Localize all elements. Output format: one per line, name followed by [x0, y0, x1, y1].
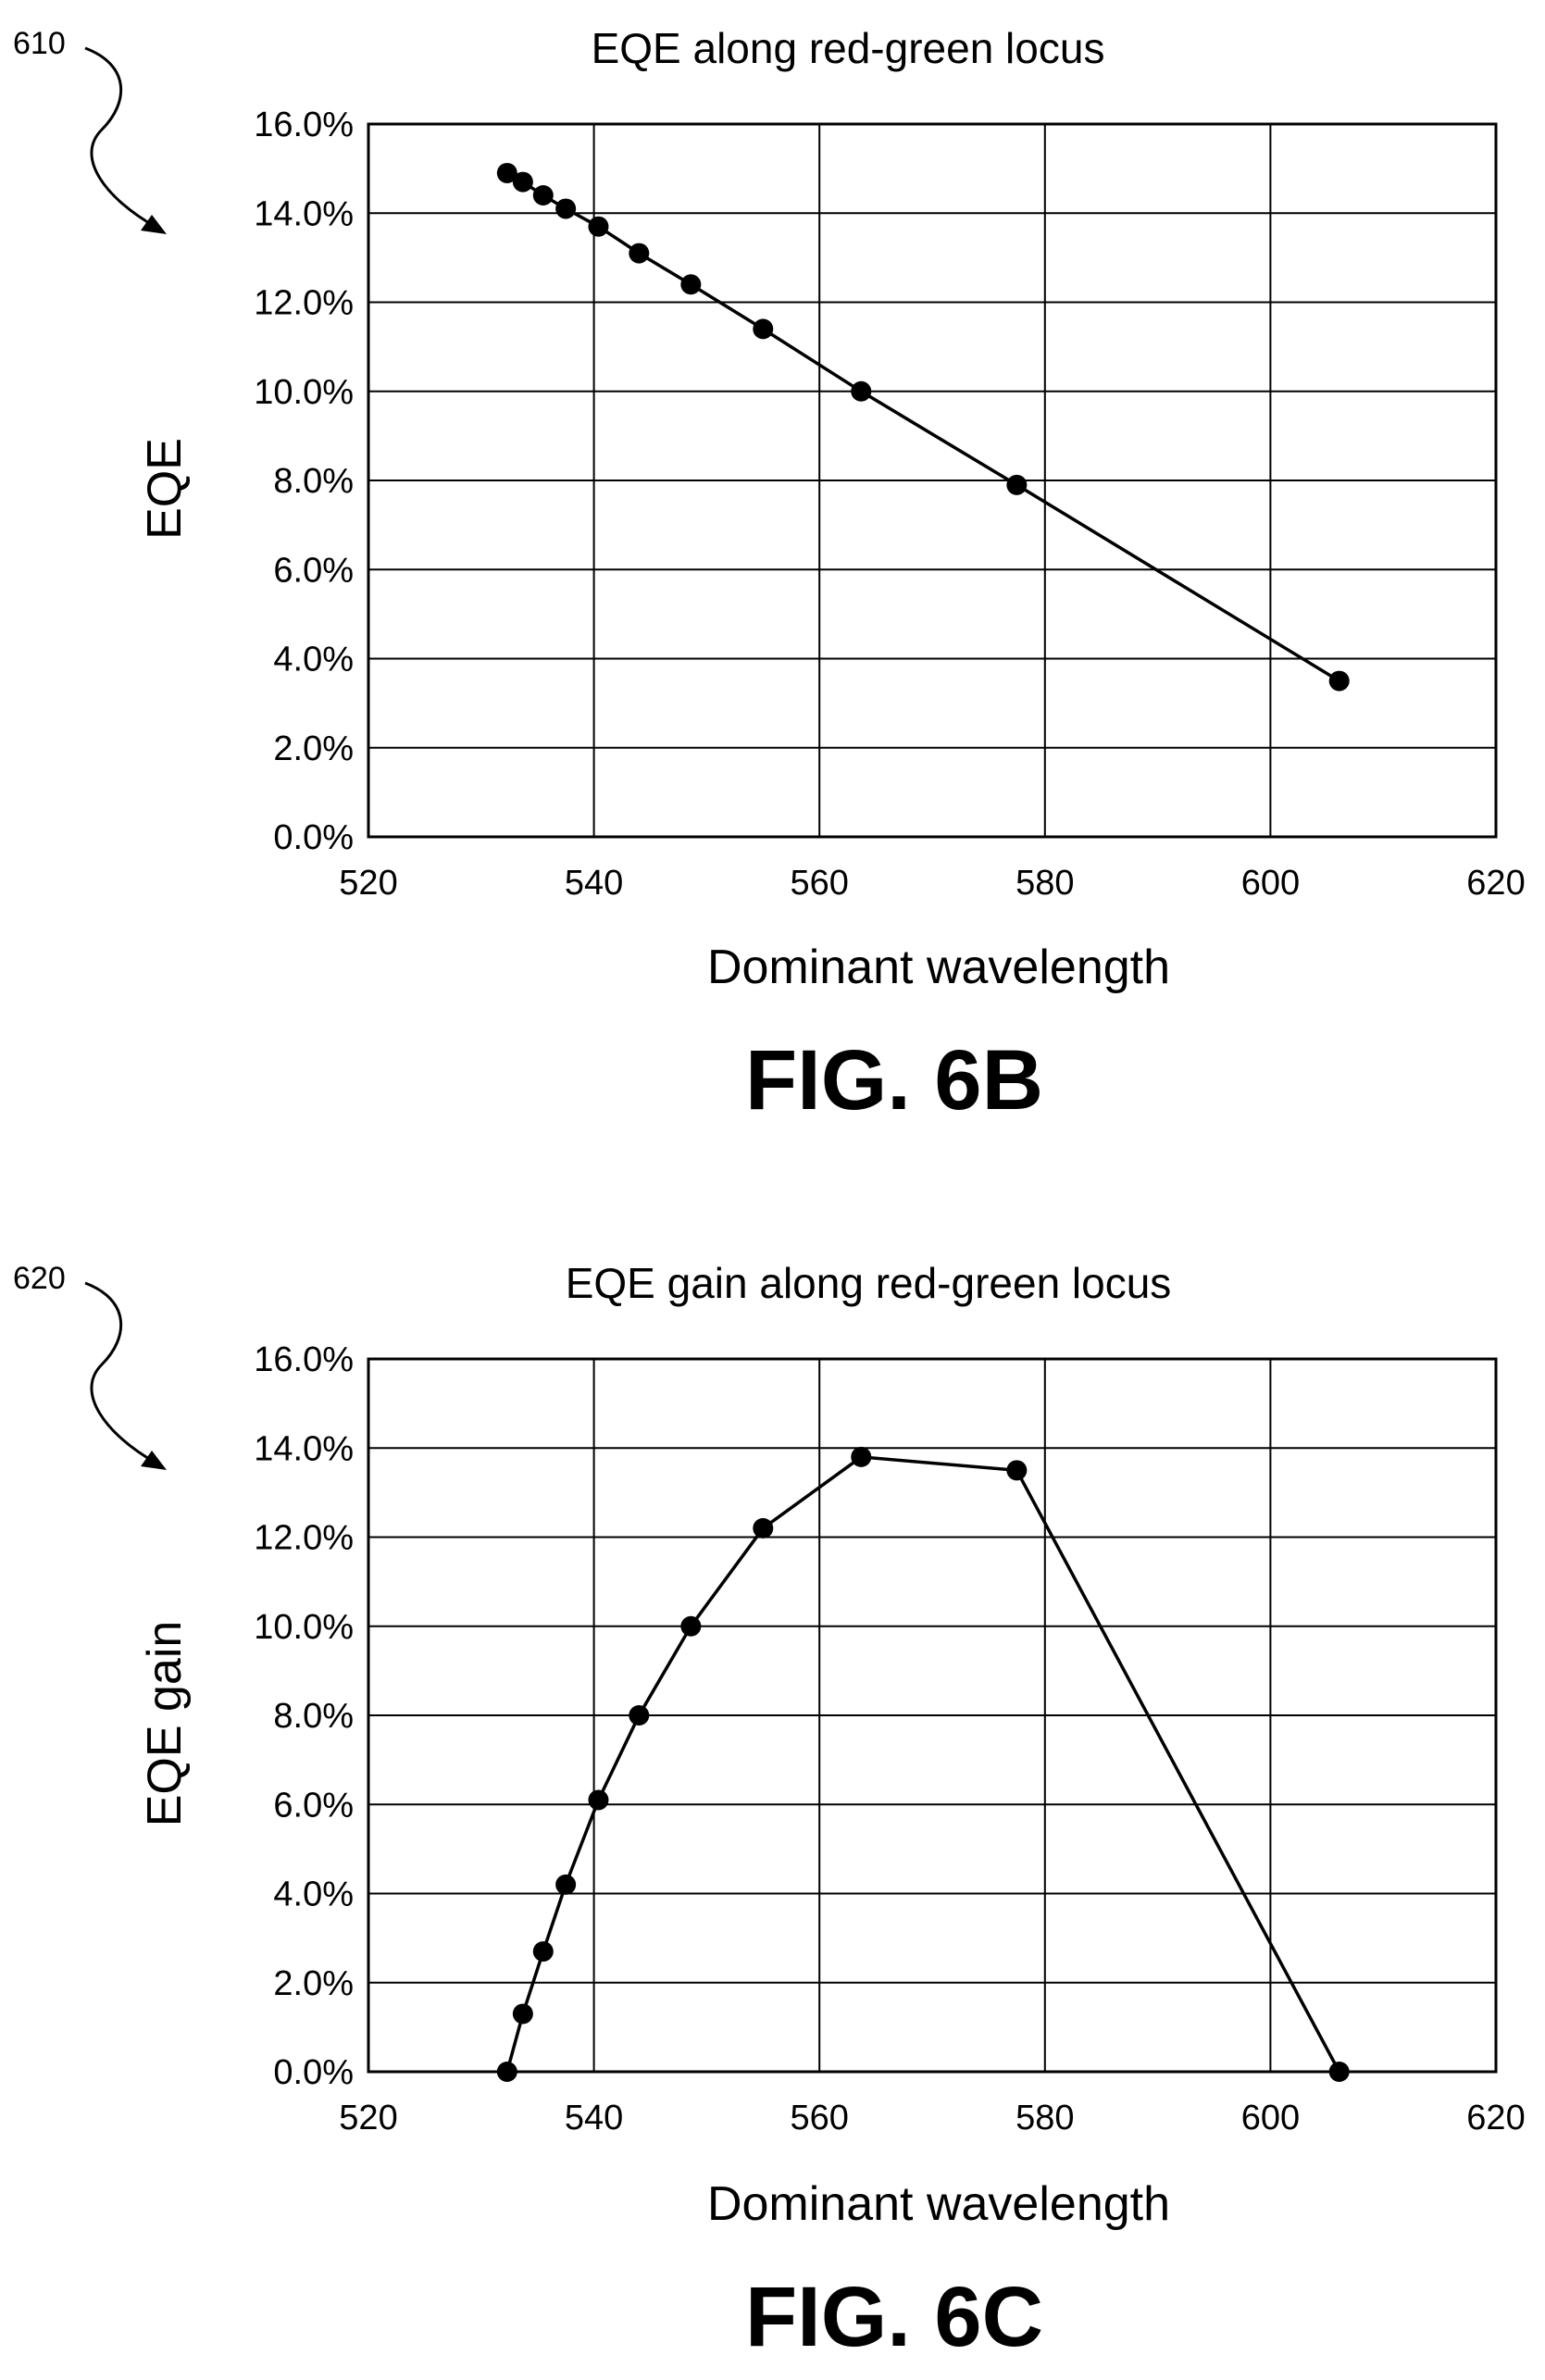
- grid-lines: [368, 1359, 1496, 2072]
- data-point: [851, 1446, 872, 1467]
- reference-arrowhead-610: [141, 215, 167, 234]
- y-tick-label: 6.0%: [273, 551, 354, 590]
- y-tick-label: 14.0%: [254, 1429, 354, 1468]
- eqe-gain-chart: 620 EQE gain along red-green locus EQE g…: [13, 1259, 1526, 2364]
- reference-numeral-620: 620: [13, 1261, 66, 1296]
- data-point: [1006, 474, 1028, 495]
- y-tick-label: 2.0%: [273, 1964, 354, 2003]
- reference-numeral-610: 610: [13, 26, 66, 61]
- y-tick-label: 16.0%: [254, 106, 354, 144]
- data-points: [496, 1446, 1350, 2082]
- reference-arrow-620: [84, 1281, 156, 1464]
- y-axis-label: EQE: [138, 438, 192, 540]
- data-point: [588, 1789, 609, 1811]
- grid-lines: [368, 124, 1496, 837]
- x-tick-label: 600: [1241, 864, 1300, 903]
- y-tick-label: 6.0%: [273, 1786, 354, 1825]
- data-point: [1328, 2062, 1350, 2082]
- data-point: [555, 198, 577, 219]
- data-point: [1006, 1460, 1028, 1481]
- data-point: [629, 1705, 650, 1726]
- figure-label: FIG. 6C: [745, 2270, 1043, 2364]
- x-axis-label: Dominant wavelength: [707, 2177, 1170, 2231]
- plot-area-frame: [367, 1357, 1498, 2074]
- x-tick-label: 580: [1015, 864, 1074, 903]
- x-tick-labels: 520 540 560 580 600 620: [339, 864, 1525, 903]
- y-tick-label: 10.0%: [254, 373, 354, 412]
- data-point: [851, 380, 872, 402]
- x-tick-label: 540: [565, 2099, 623, 2137]
- x-tick-label: 540: [565, 864, 623, 903]
- data-point: [680, 274, 702, 295]
- chart-title: EQE along red-green locus: [592, 24, 1105, 72]
- reference-arrowhead-620: [141, 1451, 167, 1470]
- series-line: [505, 1455, 1341, 2073]
- y-tick-label: 8.0%: [273, 1697, 354, 1736]
- x-tick-label: 580: [1015, 2099, 1074, 2137]
- y-tick-label: 4.0%: [273, 641, 354, 679]
- data-point: [1328, 670, 1350, 692]
- reference-arrow-610: [84, 46, 156, 229]
- x-tick-label: 560: [790, 864, 848, 903]
- y-tick-labels: 0.0% 2.0% 4.0% 6.0% 8.0% 10.0% 12.0% 14.0% 16.0%: [254, 106, 354, 857]
- data-point: [753, 318, 774, 340]
- y-tick-label: 14.0%: [254, 194, 354, 233]
- data-point: [496, 162, 517, 183]
- data-point: [753, 1517, 774, 1539]
- data-point: [496, 2062, 517, 2082]
- eqe-chart: 610 EQE along red-green locus EQE Domina…: [13, 24, 1526, 1128]
- x-tick-labels: 520 540 560 580 600 620: [339, 2099, 1525, 2137]
- y-axis-label: EQE gain: [138, 1621, 192, 1827]
- data-point: [532, 185, 554, 206]
- plot-area-frame: [367, 122, 1498, 839]
- y-tick-label: 12.0%: [254, 284, 354, 323]
- data-points: [496, 162, 1350, 692]
- data-point: [629, 243, 650, 264]
- chart-title: EQE gain along red-green locus: [566, 1259, 1172, 1307]
- x-tick-label: 560: [790, 2099, 848, 2137]
- data-point: [680, 1615, 702, 1637]
- x-tick-label: 600: [1241, 2099, 1300, 2137]
- y-tick-label: 16.0%: [254, 1340, 354, 1379]
- figure-label: FIG. 6B: [745, 1033, 1043, 1128]
- data-point: [512, 2003, 533, 2025]
- data-point: [512, 171, 533, 193]
- y-tick-labels: 0.0% 2.0% 4.0% 6.0% 8.0% 10.0% 12.0% 14.0% 16.0%: [254, 1340, 354, 2092]
- data-point: [555, 1874, 577, 1895]
- y-tick-label: 4.0%: [273, 1875, 354, 1914]
- y-tick-label: 8.0%: [273, 462, 354, 501]
- x-tick-label: 620: [1466, 2099, 1525, 2137]
- data-point: [532, 1941, 554, 1963]
- y-tick-label: 12.0%: [254, 1519, 354, 1558]
- y-tick-label: 0.0%: [273, 2053, 354, 2092]
- y-tick-label: 10.0%: [254, 1608, 354, 1647]
- x-axis-label: Dominant wavelength: [707, 941, 1170, 994]
- y-tick-label: 0.0%: [273, 818, 354, 857]
- x-tick-label: 520: [339, 2099, 397, 2137]
- x-tick-label: 520: [339, 864, 397, 903]
- x-tick-label: 620: [1466, 864, 1525, 903]
- data-point: [588, 216, 609, 237]
- y-tick-label: 2.0%: [273, 729, 354, 768]
